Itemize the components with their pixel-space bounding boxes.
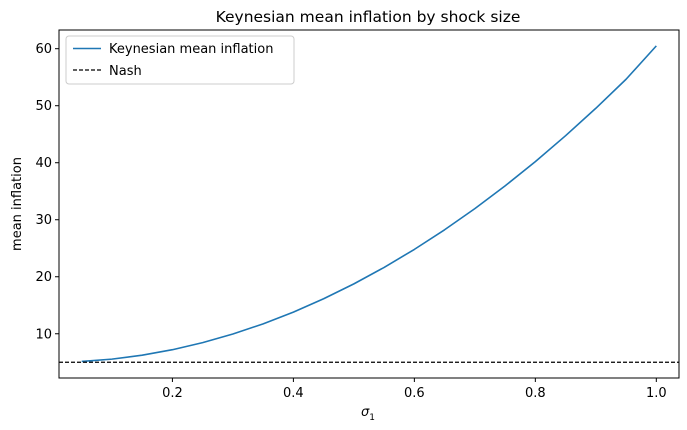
x-axis: 0.2 0.4 0.6 0.8 1.0 (162, 378, 667, 401)
x-tick-label-1: 0.4 (283, 386, 304, 401)
x-axis-label: σ1 (361, 405, 375, 423)
legend: Keynesian mean inflation Nash (65, 35, 295, 85)
chart-title: Keynesian mean inflation by shock size (216, 8, 521, 26)
series-line-keynesian (81, 45, 657, 363)
x-axis-label-subscript: 1 (369, 413, 375, 423)
y-axis-label: mean inflation (10, 157, 25, 251)
plot-marks (59, 45, 679, 363)
legend-label-keynesian: Keynesian mean inflation (109, 42, 273, 57)
x-tick-label-3: 0.8 (525, 386, 546, 401)
x-tick-label-4: 1.0 (646, 386, 667, 401)
plot-frame (58, 29, 680, 379)
y-axis: 10 20 30 40 50 60 (35, 42, 59, 342)
y-tick-label-2: 30 (35, 213, 52, 228)
y-tick-label-0: 10 (35, 327, 52, 342)
y-tick-label-4: 50 (35, 99, 52, 114)
legend-box (65, 35, 295, 85)
x-tick-label-0: 0.2 (162, 386, 183, 401)
y-tick-label-1: 20 (35, 270, 52, 285)
plot-area (58, 29, 680, 379)
y-tick-label-3: 40 (35, 156, 52, 171)
legend-label-nash: Nash (109, 64, 142, 79)
x-tick-label-2: 0.6 (404, 386, 425, 401)
y-tick-label-5: 60 (35, 42, 52, 57)
